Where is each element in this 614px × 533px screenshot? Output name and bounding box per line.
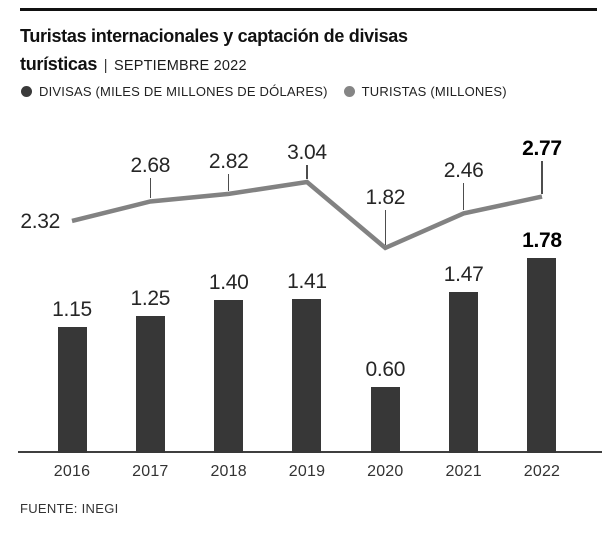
bar-2016 bbox=[57, 327, 87, 453]
divisas-value-label-2022: 1.78 bbox=[522, 229, 562, 253]
divisas-value-label-2016: 1.15 bbox=[52, 298, 92, 322]
turistas-value-label-2018: 2.82 bbox=[208, 149, 249, 173]
bar-2021 bbox=[449, 292, 479, 453]
bar-2018 bbox=[214, 299, 244, 453]
turistas-value-label-2022: 2.77 bbox=[522, 136, 562, 160]
x-axis-label-2020: 2020 bbox=[367, 463, 404, 480]
x-axis-label-2016: 2016 bbox=[53, 463, 91, 480]
legend-label-turistas: TURISTAS (MILLONES) bbox=[361, 84, 507, 99]
subtitle-separator: | bbox=[103, 58, 108, 74]
turistas-label-tick-2018 bbox=[227, 173, 230, 191]
x-axis-label-2022: 2022 bbox=[523, 463, 561, 480]
source-note: FUENTE: INEGI bbox=[20, 501, 119, 516]
legend-item-turistas: TURISTAS (MILLONES) bbox=[343, 84, 507, 99]
bar-2017 bbox=[135, 316, 165, 453]
turistas-value-label-2019: 3.04 bbox=[287, 141, 327, 165]
turistas-label-tick-2021 bbox=[462, 183, 465, 211]
legend-item-divisas: DIVISAS (MILES DE MILLONES DE DÓLARES) bbox=[21, 84, 328, 99]
divisas-value-label-2020: 0.60 bbox=[365, 358, 406, 382]
divisas-value-label-2021: 1.47 bbox=[443, 263, 484, 287]
turistas-label-tick-2017 bbox=[149, 178, 152, 199]
x-axis-label-2017: 2017 bbox=[132, 463, 169, 480]
subtitle: | SEPTIEMBRE 2022 bbox=[102, 58, 247, 74]
turistas-line-path bbox=[71, 179, 543, 251]
turistas-label-tick-2022 bbox=[541, 160, 543, 194]
x-axis-label-2019: 2019 bbox=[288, 463, 326, 480]
chart-legend: DIVISAS (MILES DE MILLONES DE DÓLARES) T… bbox=[21, 84, 507, 99]
turistas-value-label-2017: 2.68 bbox=[130, 154, 171, 178]
divisas-dot-icon bbox=[21, 86, 32, 97]
title-line2: turísticas bbox=[20, 54, 98, 74]
turistas-value-label-2016: 2.32 bbox=[20, 209, 60, 233]
top-rule bbox=[20, 8, 597, 11]
bar-2022 bbox=[527, 258, 557, 453]
bar-2020 bbox=[370, 387, 400, 453]
divisas-value-label-2017: 1.25 bbox=[130, 287, 171, 311]
turistas-label-tick-2020 bbox=[384, 209, 387, 245]
x-axis-label-2018: 2018 bbox=[210, 463, 247, 480]
turistas-value-label-2021: 2.46 bbox=[443, 159, 484, 183]
bar-2019 bbox=[292, 298, 322, 453]
turistas-dot-icon bbox=[343, 86, 355, 97]
divisas-value-label-2019: 1.41 bbox=[287, 269, 327, 293]
legend-label-divisas: DIVISAS (MILES DE MILLONES DE DÓLARES) bbox=[39, 84, 328, 99]
divisas-value-label-2018: 1.40 bbox=[208, 270, 249, 294]
page-title: Turistas internacionales y captación de … bbox=[20, 22, 408, 80]
x-axis-label-2021: 2021 bbox=[445, 463, 482, 480]
subtitle-date: SEPTIEMBRE 2022 bbox=[113, 58, 247, 74]
turistas-value-label-2020: 1.82 bbox=[365, 185, 406, 209]
turistas-label-tick-2019 bbox=[306, 165, 308, 180]
title-line1: Turistas internacionales y captación de … bbox=[20, 26, 408, 46]
